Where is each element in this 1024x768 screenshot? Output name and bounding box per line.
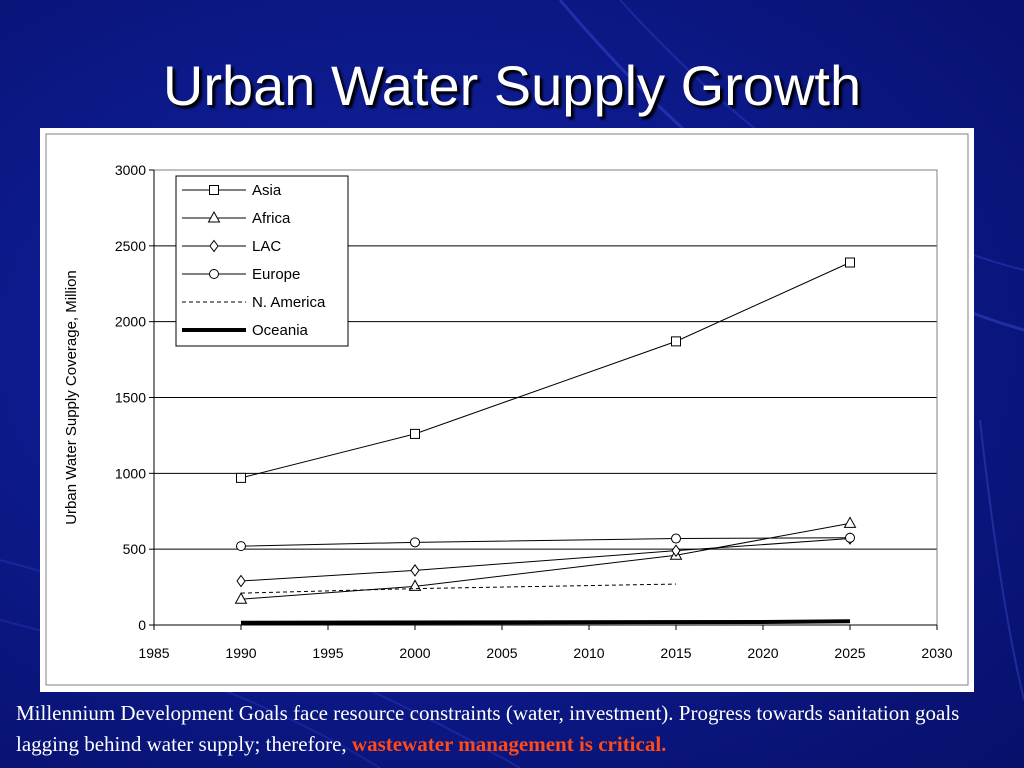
chart-panel: 0 500 1000 1500 2000 2500 3000 1985 1990 1995 2000…: [40, 128, 974, 692]
y-tick-label: 1500: [115, 390, 146, 406]
legend-label-n-america: N. America: [252, 294, 326, 311]
x-tick-label: 2015: [660, 645, 691, 661]
x-tick-label: 1990: [225, 645, 256, 661]
y-tick-label: 2500: [115, 238, 146, 254]
y-tick-label: 3000: [115, 162, 146, 178]
series-line-europe: [240, 537, 851, 547]
y-axis-label: Urban Water Supply Coverage, Million: [63, 270, 80, 525]
line-chart: 0 500 1000 1500 2000 2500 3000 1985 1990 1995 2000…: [45, 133, 969, 686]
point-lac: [410, 564, 420, 577]
point-africa: [234, 592, 248, 604]
point-lac: [671, 544, 681, 558]
legend-label-lac: LAC: [252, 238, 281, 255]
legend-box: [175, 175, 349, 347]
point-africa: [408, 579, 422, 591]
x-tick-label: 2010: [573, 645, 604, 661]
legend-label-oceania: Oceania: [252, 322, 309, 339]
point-asia: [236, 472, 246, 483]
point-asia: [845, 257, 855, 268]
point-europe: [671, 533, 681, 544]
x-tick-label: 1985: [138, 645, 169, 661]
point-europe: [236, 541, 246, 552]
slide-title: Urban Water Supply Growth: [162, 54, 862, 117]
legend-label-europe: Europe: [252, 266, 300, 283]
y-tick-label: 1000: [115, 465, 146, 481]
series-line-oceania: [240, 619, 851, 625]
x-tick-label: 2020: [747, 645, 778, 661]
caption-highlight: wastewater management is critical.: [351, 732, 667, 756]
x-tick-label: 2005: [486, 645, 517, 661]
legend-marker-europe: [209, 269, 219, 279]
legend-label-africa: Africa: [252, 210, 291, 227]
point-europe: [410, 537, 420, 548]
legend-marker-asia: [209, 185, 219, 195]
slide-caption: Millennium Development Goals face resour…: [16, 698, 1016, 760]
y-tick-label: 500: [123, 541, 147, 557]
series-line-lac: [240, 538, 851, 582]
x-tick-label: 1995: [312, 645, 343, 661]
series-line-africa: [240, 522, 851, 600]
caption-text: Millennium Development Goals face resour…: [16, 701, 960, 756]
x-tick-label: 2000: [399, 645, 430, 661]
legend-label-asia: Asia: [252, 182, 282, 199]
x-tick-label: 2025: [834, 645, 865, 661]
point-africa: [843, 516, 857, 528]
point-asia: [671, 336, 681, 347]
x-tick-label: 2030: [921, 645, 952, 661]
series-line-asia: [240, 262, 851, 479]
series-line-n-america: [240, 583, 677, 594]
point-asia: [410, 428, 420, 439]
y-tick-label: 2000: [115, 314, 146, 330]
legend-marker-africa: [207, 210, 221, 223]
point-lac: [236, 574, 246, 588]
y-tick-label: 0: [138, 617, 146, 633]
legend-marker-lac: [209, 239, 219, 253]
point-europe: [845, 532, 855, 543]
